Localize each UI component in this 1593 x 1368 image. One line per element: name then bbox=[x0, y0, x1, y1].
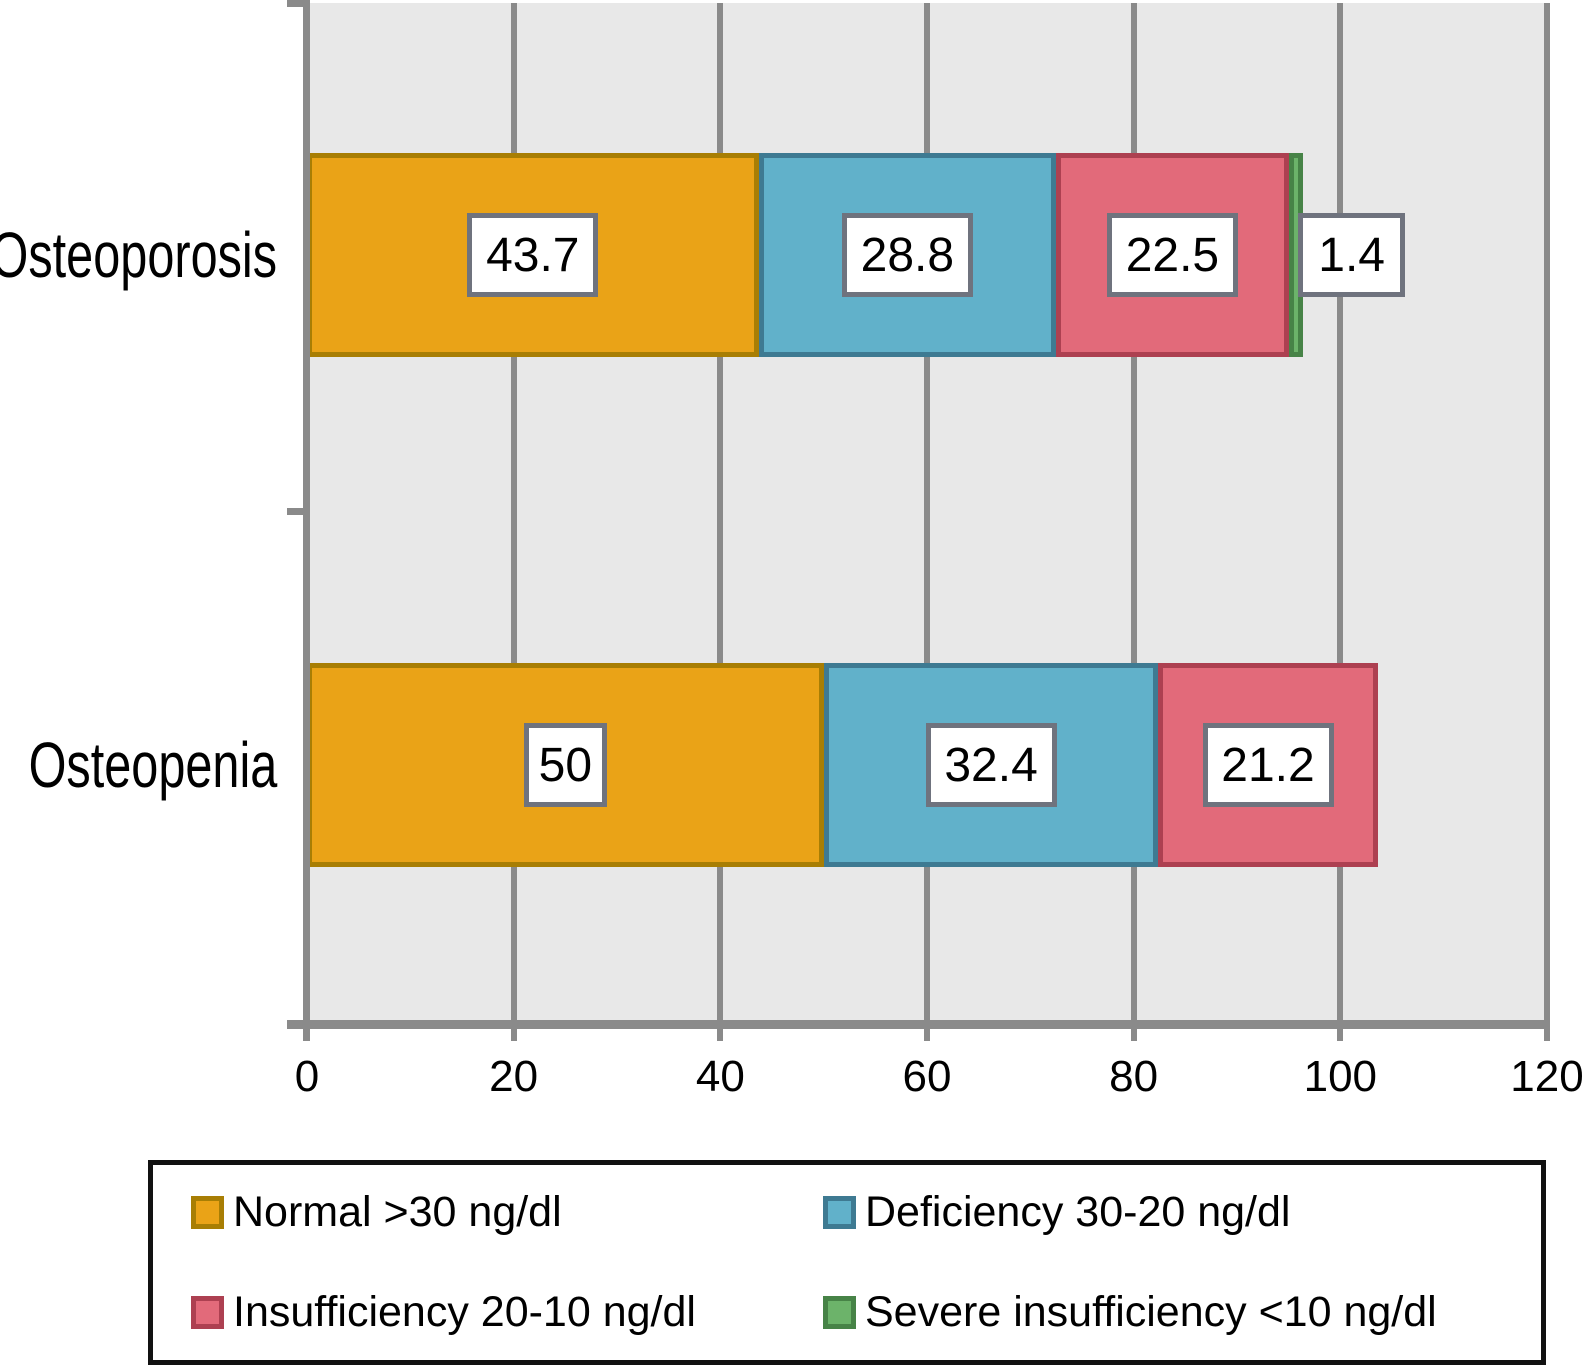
legend-item: Insufficiency 20-10 ng/dl bbox=[191, 1286, 696, 1338]
y-tick-mark bbox=[287, 508, 307, 515]
legend-swatch-icon bbox=[191, 1195, 224, 1229]
x-tick-label: 40 bbox=[695, 1052, 745, 1101]
gridline bbox=[924, 3, 930, 1020]
plot-area: 43.7 28.8 22.5 1.4 50 32.4 21.2 bbox=[307, 3, 1550, 1020]
value-label: 22.5 bbox=[1106, 213, 1238, 297]
legend-item: Normal >30 ng/dl bbox=[191, 1186, 562, 1238]
x-tick-label: 120 bbox=[1510, 1052, 1584, 1101]
x-tick-mark bbox=[924, 1020, 930, 1041]
legend-item: Severe insufficiency <10 ng/dl bbox=[823, 1286, 1437, 1338]
gridline bbox=[510, 3, 517, 1020]
category-labels: Osteoporosis Osteopenia bbox=[0, 0, 287, 1020]
x-tick-mark bbox=[717, 1020, 724, 1041]
gridline bbox=[1337, 3, 1344, 1020]
category-label: Osteopenia bbox=[28, 729, 277, 801]
x-tick-label: 0 bbox=[294, 1052, 320, 1101]
value-label: 50 bbox=[523, 723, 607, 807]
legend-item: Deficiency 30-20 ng/dl bbox=[823, 1186, 1290, 1238]
legend-label: Severe insufficiency <10 ng/dl bbox=[865, 1287, 1437, 1336]
bar-segment bbox=[307, 153, 759, 357]
x-tick-label: 80 bbox=[1109, 1052, 1159, 1101]
x-tick-mark bbox=[1337, 1020, 1344, 1041]
value-label: 28.8 bbox=[841, 213, 973, 297]
legend-label: Deficiency 30-20 ng/dl bbox=[865, 1187, 1291, 1236]
legend-swatch-icon bbox=[191, 1295, 224, 1329]
x-axis-line bbox=[287, 1020, 1547, 1029]
y-tick-mark bbox=[287, 0, 307, 7]
legend-swatch-icon bbox=[823, 1295, 856, 1329]
legend-label: Normal >30 ng/dl bbox=[233, 1187, 562, 1236]
x-tick-label: 100 bbox=[1303, 1052, 1378, 1101]
value-label: 32.4 bbox=[925, 723, 1057, 807]
y-axis-line bbox=[303, 0, 310, 1041]
legend-swatch-icon bbox=[823, 1195, 856, 1229]
x-tick-label: 20 bbox=[489, 1052, 539, 1101]
gridline bbox=[717, 3, 724, 1020]
x-tick-mark bbox=[510, 1020, 517, 1041]
x-tick-mark bbox=[1130, 1020, 1137, 1041]
gridline bbox=[1130, 3, 1137, 1020]
legend-label: Insufficiency 20-10 ng/dl bbox=[233, 1287, 696, 1336]
value-label: 1.4 bbox=[1298, 213, 1406, 297]
value-label: 43.7 bbox=[467, 213, 599, 297]
category-label: Osteoporosis bbox=[0, 219, 277, 291]
value-label: 21.2 bbox=[1202, 723, 1334, 807]
x-tick-label: 60 bbox=[902, 1052, 952, 1101]
legend: Normal >30 ng/dl Deficiency 30-20 ng/dl In… bbox=[148, 1160, 1546, 1365]
gridline bbox=[1544, 3, 1550, 1020]
x-tick-mark bbox=[1544, 1020, 1550, 1041]
